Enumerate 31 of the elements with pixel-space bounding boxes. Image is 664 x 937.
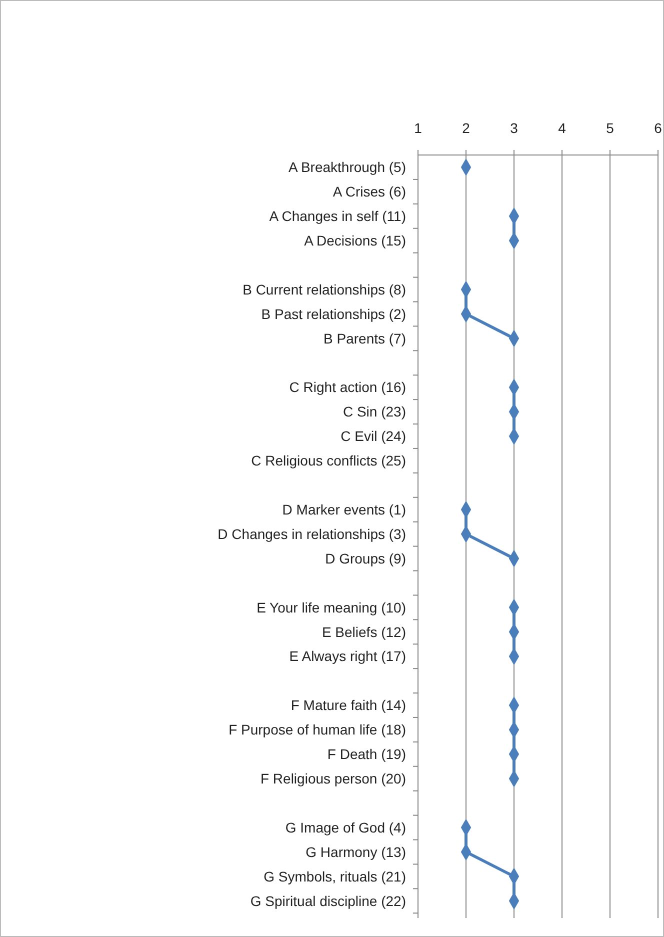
y-tick-label: B Parents (7) — [324, 330, 406, 346]
y-tick-label: E Your life meaning (10) — [256, 599, 406, 616]
y-tick-label: F Mature faith (14) — [290, 697, 406, 714]
y-tick-label: C Right action (16) — [289, 379, 406, 396]
y-tick-label: G Image of God (4) — [285, 819, 406, 836]
y-tick-label: A Crises (6) — [332, 184, 406, 200]
y-tick-label: C Sin (23) — [342, 404, 406, 420]
y-tick-label: E Beliefs (12) — [322, 624, 406, 640]
x-tick-label: 1 — [414, 120, 422, 136]
y-tick-label: E Always right (17) — [289, 648, 406, 664]
x-tick-label: 5 — [606, 120, 614, 136]
y-tick-label: C Evil (24) — [340, 428, 406, 444]
y-tick-label: G Spiritual discipline (22) — [250, 892, 406, 909]
y-tick-label: F Religious person (20) — [260, 770, 406, 787]
x-tick-label: 2 — [462, 120, 470, 136]
y-tick-label: F Death (19) — [327, 746, 406, 762]
y-tick-label: A Decisions (15) — [304, 232, 406, 248]
y-tick-label: D Groups (9) — [325, 550, 406, 566]
y-tick-label: F Purpose of human life (18) — [228, 722, 406, 738]
y-tick-label: G Harmony (13) — [306, 844, 406, 860]
x-tick-label: 3 — [510, 120, 518, 136]
y-tick-label: B Past relationships (2) — [261, 306, 406, 322]
y-tick-label: B Current relationships (8) — [242, 281, 406, 298]
x-tick-label: 6 — [654, 120, 662, 136]
y-tick-label: A Changes in self (11) — [269, 208, 406, 224]
y-tick-label: D Marker events (1) — [282, 502, 406, 518]
y-tick-label: C Religious conflicts (25) — [251, 452, 406, 469]
y-tick-label: D Changes in relationships (3) — [218, 526, 406, 542]
x-tick-label: 4 — [558, 120, 566, 136]
y-tick-label: G Symbols, rituals (21) — [264, 868, 406, 884]
y-tick-label: A Breakthrough (5) — [288, 159, 406, 176]
